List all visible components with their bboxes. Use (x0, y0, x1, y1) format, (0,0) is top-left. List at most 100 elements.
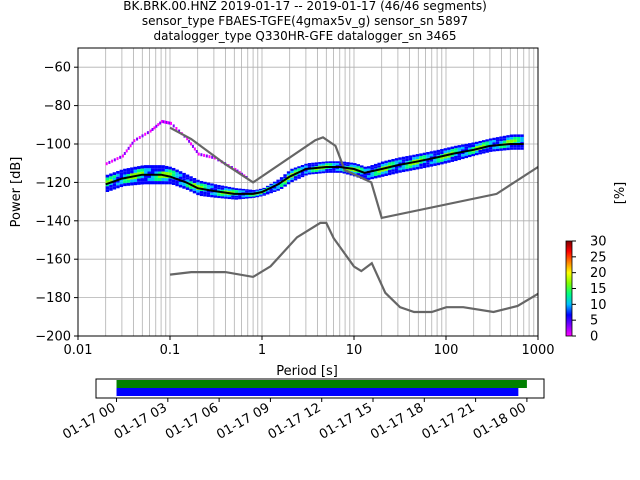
density-cell (130, 182, 134, 186)
density-cell (210, 192, 214, 196)
density-cell (342, 171, 347, 174)
density-cell (356, 164, 361, 167)
outlier-cell (113, 158, 116, 162)
density-cell (126, 168, 131, 172)
density-cell (474, 146, 479, 149)
density-cell (488, 140, 493, 143)
density-cell (293, 167, 298, 170)
timeline-tick-label: 01-17 06 (163, 400, 221, 442)
density-cell (461, 144, 465, 147)
density-cell (168, 178, 172, 182)
density-cell (436, 152, 441, 155)
density-cell (116, 179, 120, 183)
density-cell (154, 181, 158, 185)
density-cell (137, 172, 141, 176)
timeline-tick-label: 01-17 15 (317, 400, 375, 442)
density-cell (220, 194, 225, 197)
density-cell (154, 177, 158, 182)
density-cell (405, 156, 409, 159)
density-cell (220, 196, 225, 199)
density-cell (290, 170, 294, 174)
outlier-cell (164, 120, 167, 124)
density-cell (210, 188, 214, 191)
density-cell (464, 143, 469, 147)
density-cell (231, 187, 235, 190)
density-cell (405, 168, 409, 172)
density-cell (290, 173, 294, 176)
density-cell (217, 187, 221, 190)
density-cell (206, 185, 211, 188)
grid (77, 48, 538, 337)
density-cell (366, 175, 371, 178)
density-cell (328, 161, 333, 164)
density-cell (241, 190, 246, 193)
density-cell (161, 174, 165, 178)
density-cell (238, 190, 242, 193)
colorbar-label: [%] (613, 182, 628, 205)
density-cell (311, 172, 315, 175)
density-cell (394, 160, 399, 164)
outlier-cell (197, 152, 200, 156)
density-cell (133, 169, 138, 173)
density-cell (370, 167, 374, 170)
density-cell (346, 162, 350, 165)
density-cell (203, 186, 207, 190)
density-cell (353, 169, 357, 172)
density-cell (398, 165, 402, 168)
density-cell (293, 173, 298, 177)
density-cell (272, 186, 277, 189)
colorbar-tick-label: 25 (590, 250, 607, 265)
density-cell (144, 171, 148, 175)
density-cell (147, 168, 151, 172)
density-cell (262, 189, 266, 191)
density-cell (252, 191, 256, 193)
density-cell (353, 163, 357, 166)
density-cell (265, 191, 270, 193)
density-cell (272, 188, 277, 191)
density-cell (366, 166, 371, 169)
density-cell (137, 181, 141, 185)
density-cell (231, 197, 235, 200)
density-cell (513, 147, 517, 150)
density-cell (224, 190, 228, 193)
density-cell (144, 168, 148, 172)
colorbar-tick-label: 0 (590, 330, 598, 345)
density-cell (450, 154, 455, 157)
density-cell (123, 171, 127, 175)
density-cell (210, 183, 214, 186)
density-cell (495, 146, 500, 149)
density-cell (450, 159, 455, 162)
density-cell (279, 177, 284, 180)
density-cell (481, 149, 486, 152)
density-cell (171, 167, 176, 171)
outlier-cell (161, 119, 164, 123)
density-cell (196, 182, 200, 185)
density-cell (182, 178, 186, 181)
density-cell (380, 164, 385, 167)
density-cell (450, 149, 455, 152)
density-cell (440, 161, 444, 165)
density-cell (241, 197, 246, 199)
density-cell (509, 147, 514, 150)
density-cell (377, 165, 381, 168)
density-cell (478, 145, 482, 148)
outlier-cell (167, 121, 170, 125)
density-cell (321, 163, 326, 166)
outlier-cell (193, 147, 196, 151)
density-cell (349, 164, 354, 167)
density-cell (373, 171, 378, 174)
density-cell (196, 192, 200, 196)
density-cell (192, 188, 197, 191)
density-cell (196, 184, 200, 188)
density-cell (405, 163, 409, 167)
density-cell (471, 147, 475, 150)
density-cell (213, 188, 218, 192)
density-cell (307, 172, 312, 175)
density-cell (426, 159, 430, 163)
density-cell (457, 145, 462, 148)
density-cell (516, 139, 521, 143)
density-cell (241, 195, 246, 198)
density-cell (258, 193, 263, 196)
density-cell (168, 181, 172, 185)
density-cell (161, 168, 165, 172)
